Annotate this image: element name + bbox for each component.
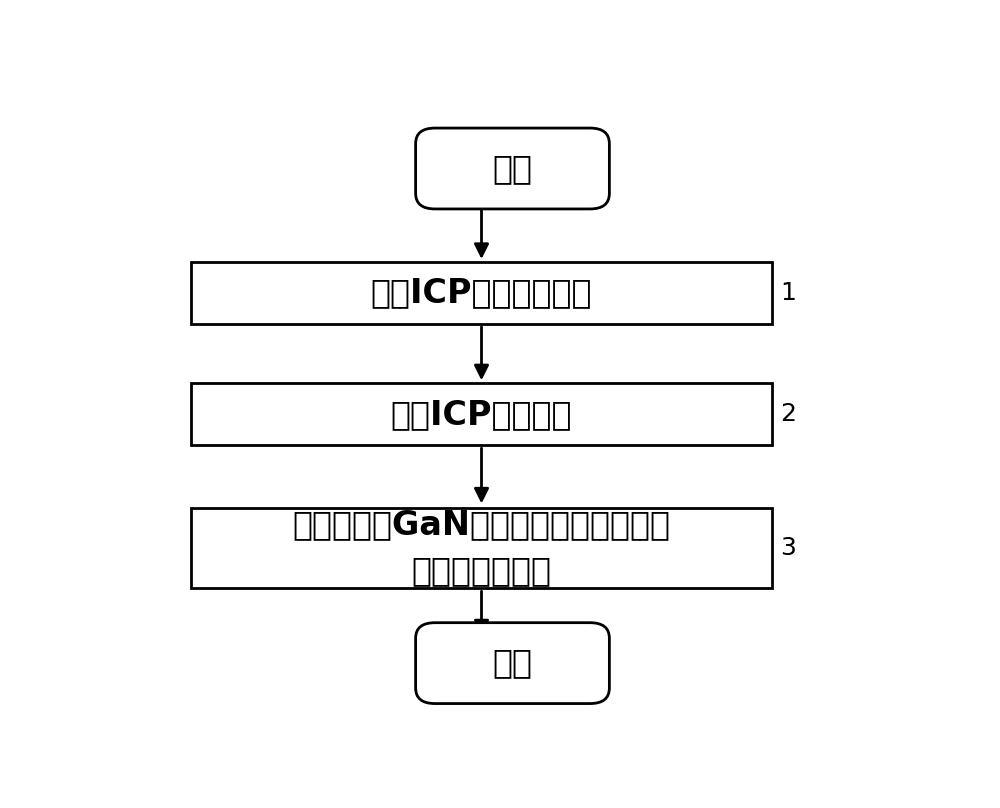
Text: 1: 1 bbox=[780, 281, 796, 305]
Text: 增大ICP托盘内径尺寸: 增大ICP托盘内径尺寸 bbox=[371, 276, 592, 309]
Text: 提高ICP托盘高度: 提高ICP托盘高度 bbox=[391, 398, 572, 431]
Text: 将待刻蚀的GaN外延片粘附于载片之上
再进行栅槽刻蚀: 将待刻蚀的GaN外延片粘附于载片之上 再进行栅槽刻蚀 bbox=[292, 508, 670, 587]
Text: 结束: 结束 bbox=[492, 646, 532, 680]
Text: 开始: 开始 bbox=[492, 152, 532, 185]
Bar bbox=[191, 383, 772, 445]
Text: 3: 3 bbox=[780, 536, 796, 560]
Text: 2: 2 bbox=[780, 402, 796, 427]
FancyBboxPatch shape bbox=[416, 623, 609, 704]
Bar bbox=[191, 262, 772, 324]
Bar bbox=[191, 507, 772, 588]
FancyBboxPatch shape bbox=[416, 128, 609, 209]
